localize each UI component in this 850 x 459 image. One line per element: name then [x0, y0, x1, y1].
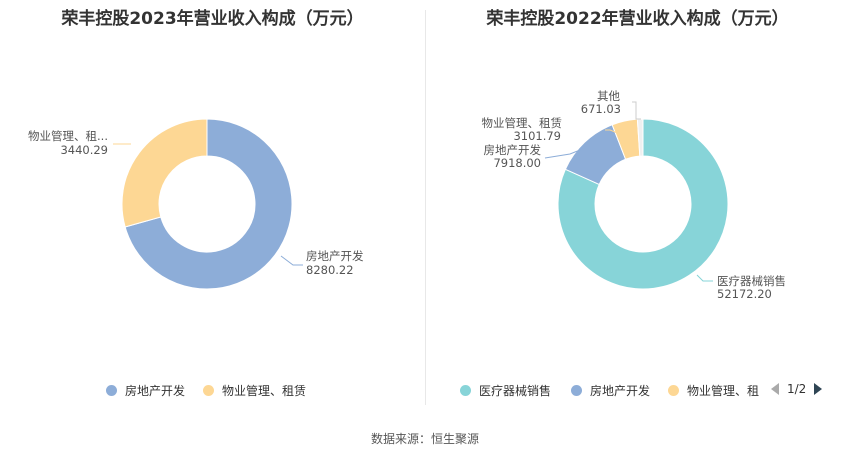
- data-label-real-estate-name: 房地产开发: [484, 143, 542, 157]
- data-label-other-name: 其他: [597, 89, 620, 103]
- data-label-property-mgmt-name: 物业管理、租赁: [482, 116, 563, 130]
- chart-2022-panel: 荣丰控股2022年营业收入构成（万元） 其他 671.03 物业管理、租赁 31…: [425, 0, 850, 410]
- legend-2022: 医疗器械销售 房地产开发 物业管理、租 1/2: [425, 382, 850, 404]
- legend-item-property-mgmt[interactable]: 物业管理、租: [668, 382, 759, 399]
- legend-dot-icon: [203, 385, 214, 396]
- donut-slice-0[interactable]: [557, 118, 729, 290]
- legend-item-property-mgmt[interactable]: 物业管理、租赁: [203, 382, 306, 399]
- data-label-property-mgmt-value: 3440.29: [60, 143, 108, 157]
- data-label-medical-value: 52172.20: [717, 287, 772, 301]
- data-label-other-value: 671.03: [581, 102, 621, 116]
- label-line-medical: [696, 274, 713, 282]
- legend-pager: 1/2: [771, 382, 823, 396]
- donut-chart-2023: 物业管理、租... 3440.29 房地产开发 8280.22: [28, 118, 364, 290]
- chart-title-2023: 荣丰控股2023年营业收入构成（万元）: [61, 9, 364, 29]
- data-source-footer: 数据来源：恒生聚源: [370, 432, 479, 446]
- legend-label: 房地产开发: [125, 384, 186, 398]
- legend-item-real-estate[interactable]: 房地产开发: [106, 382, 185, 399]
- legend-label: 医疗器械销售: [479, 384, 552, 398]
- legend-2023: 房地产开发 物业管理、租赁: [0, 382, 425, 404]
- data-label-property-mgmt-name: 物业管理、租...: [28, 129, 108, 143]
- legend-item-real-estate[interactable]: 房地产开发: [571, 382, 650, 399]
- legend-dot-icon: [460, 385, 471, 396]
- data-label-real-estate-value: 7918.00: [493, 156, 541, 170]
- data-label-real-estate-name: 房地产开发: [306, 249, 364, 263]
- label-line-other: [632, 101, 641, 120]
- donut-slice-1[interactable]: [121, 118, 208, 228]
- legend-dot-icon: [106, 385, 117, 396]
- next-page-icon[interactable]: [814, 383, 823, 395]
- label-line-real-estate: [280, 255, 303, 266]
- legend-dot-icon: [571, 385, 582, 396]
- data-label-real-estate-value: 8280.22: [306, 263, 354, 277]
- legend-item-medical[interactable]: 医疗器械销售: [460, 382, 551, 399]
- chart-2023-panel: 荣丰控股2023年营业收入构成（万元） 物业管理、租... 3440.29 房地…: [0, 0, 425, 410]
- legend-label: 物业管理、租: [687, 384, 760, 398]
- prev-page-icon[interactable]: [771, 383, 779, 395]
- panel-divider: [425, 10, 426, 405]
- donut-slice-0[interactable]: [124, 118, 293, 290]
- donut-chart-2022: 其他 671.03 物业管理、租赁 3101.79 房地产开发 7918.00 …: [482, 89, 787, 301]
- chart-title-2022: 荣丰控股2022年营业收入构成（万元）: [486, 9, 789, 29]
- label-line-real-estate: [544, 147, 586, 159]
- legend-label: 房地产开发: [590, 384, 651, 398]
- data-label-property-mgmt-value: 3101.79: [513, 129, 561, 143]
- data-label-medical-name: 医疗器械销售: [717, 274, 786, 288]
- legend-dot-icon: [668, 385, 679, 396]
- label-line-property-mgmt: [605, 129, 621, 135]
- pager-text: 1/2: [787, 382, 807, 396]
- legend-label: 物业管理、租赁: [222, 384, 307, 398]
